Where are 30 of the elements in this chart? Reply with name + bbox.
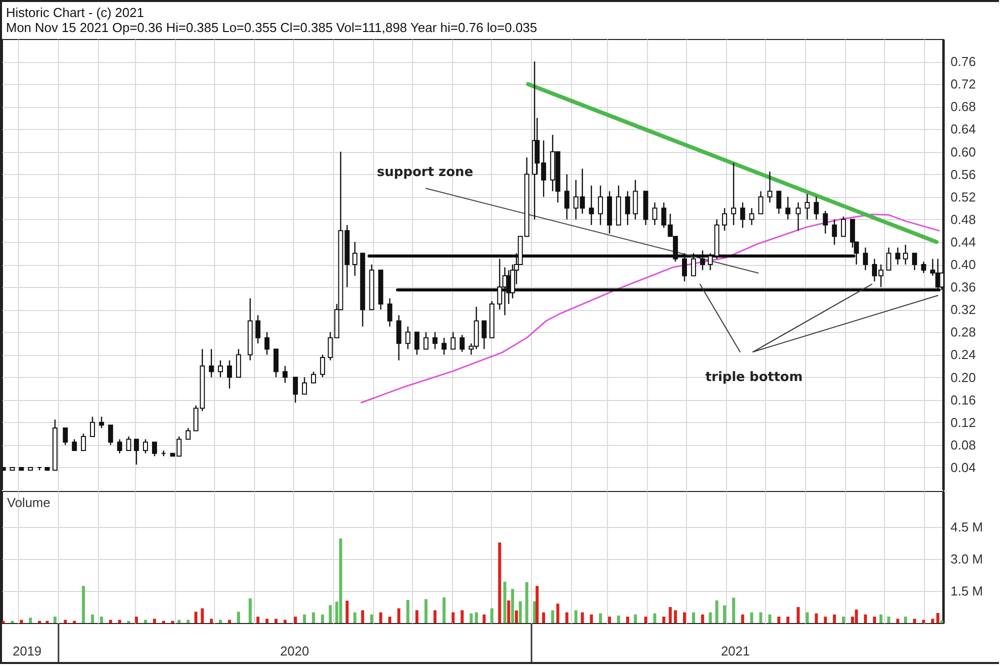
x-tick-label: 2019 [12,644,42,658]
y-tick-label: 0.52 [950,189,976,204]
y-tick-label: 0.16 [950,392,976,408]
y-tick-label: 0.56 [950,166,976,182]
y-tick-label: 0.60 [950,144,976,160]
y-tick-label: 0.20 [950,370,976,385]
y-tick-label: 0.44 [950,234,976,250]
chart-title: Historic Chart - (c) 2021 [6,5,144,20]
y-tick-label: 0.08 [950,437,976,452]
y-tick-label: 0.64 [950,122,976,137]
y-tick-label: 0.48 [950,212,976,227]
y-tick-label: 0.32 [950,302,976,318]
y-tick-label: 3.0 M [950,552,984,567]
y-tick-label: 0.04 [950,460,976,475]
y-tick-label: 0.28 [950,324,976,340]
annotation: support zone [376,165,474,180]
y-tick-label: 0.24 [950,347,976,362]
chart-subtitle: Mon Nov 15 2021 Op=0.36 Hi=0.385 Lo=0.355 Cl=0.385 Vol=111,898 Year hi=0.76 lo=0.035 [6,20,538,35]
x-tick-label: 2020 [280,644,310,658]
annotation: triple bottom [705,370,803,385]
y-tick-label: 0.76 [950,54,976,70]
y-tick-label: 0.12 [950,414,976,430]
y-tick-label: 4.5 M [950,520,984,535]
x-tick-label: 2021 [720,644,750,658]
y-tick-label: 0.68 [950,99,976,114]
y-tick-label: 1.5 M [950,584,984,599]
y-tick-label: 0.36 [950,280,976,295]
y-tick-label: 0.72 [950,76,976,92]
y-tick-label: 0.40 [950,257,976,272]
chart-title: Volume [7,495,50,510]
